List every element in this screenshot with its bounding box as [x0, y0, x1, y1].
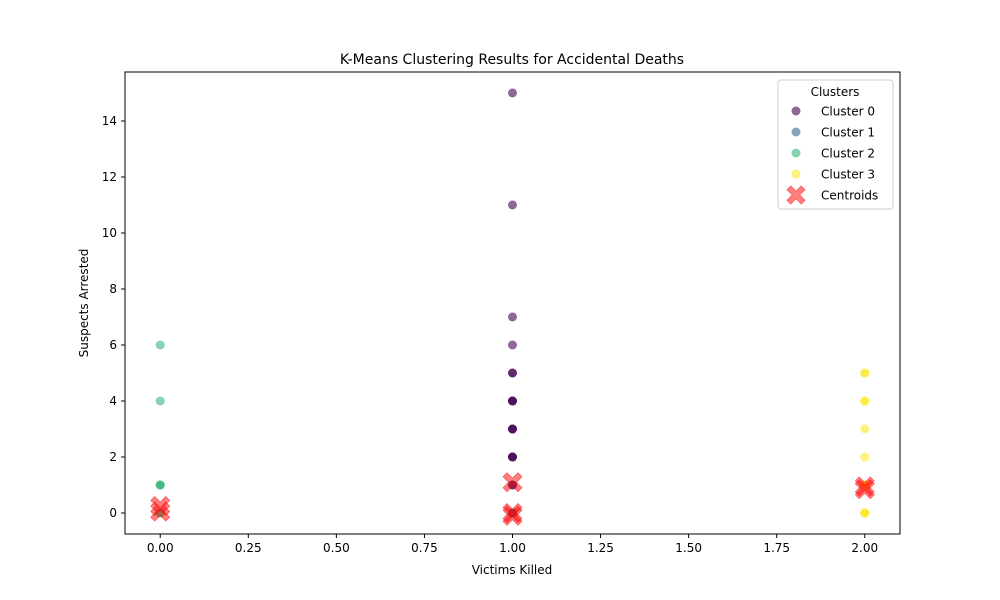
scatter-point-cluster-3: [860, 452, 870, 462]
legend-marker: [791, 169, 801, 179]
scatter-point-cluster-0: [508, 368, 517, 378]
y-axis-label: Suspects Arrested: [77, 249, 91, 358]
scatter-point-cluster-2: [155, 480, 165, 490]
y-tick-label: 6: [109, 338, 117, 352]
legend-label: Centroids: [821, 189, 878, 203]
y-tick-label: 2: [109, 450, 117, 464]
legend: Clusters Cluster 0 Cluster 1 Cluster 2 Clus…: [777, 79, 894, 210]
scatter-point-cluster-2: [155, 340, 165, 350]
centroid-marker: [502, 505, 523, 526]
legend-title: Clusters: [811, 85, 860, 99]
centroid-marker: [150, 501, 171, 522]
x-tick-label: 1.75: [763, 541, 790, 555]
y-tick-label: 10: [102, 226, 117, 240]
y-axis: 0 2 4 6 8 10 12 14: [102, 114, 125, 520]
scatter-point-cluster-0: [508, 452, 517, 462]
x-tick-label: 1.25: [587, 541, 614, 555]
y-tick-label: 0: [109, 506, 117, 520]
x-axis-label: Victims Killed: [472, 563, 553, 577]
scatter-point-cluster-0: [508, 396, 517, 406]
legend-box: [777, 79, 894, 210]
scatter-point-cluster-0: [508, 88, 517, 98]
scatter-point-cluster-0: [508, 424, 517, 434]
y-tick-label: 14: [102, 114, 117, 128]
x-tick-label: 0.75: [411, 541, 438, 555]
scatter-point-cluster-3: [860, 508, 870, 518]
x-tick-label: 0.25: [235, 541, 262, 555]
legend-label: Cluster 3: [821, 168, 875, 182]
x-tick-label: 1.50: [675, 541, 702, 555]
legend-label: Cluster 2: [821, 147, 875, 161]
plot-area: [150, 88, 875, 526]
legend-marker: [791, 106, 801, 116]
y-tick-label: 4: [109, 394, 117, 408]
centroid-marker: [854, 479, 875, 500]
legend-label: Cluster 0: [821, 105, 875, 119]
x-tick-label: 1.00: [499, 541, 526, 555]
scatter-point-cluster-0: [508, 340, 517, 350]
scatter-point-cluster-3: [860, 396, 870, 406]
x-axis: 0.00 0.25 0.50 0.75 1.00 1.25 1.50 1.75 2.00: [147, 534, 878, 555]
y-tick-label: 8: [109, 282, 117, 296]
chart-title: K-Means Clustering Results for Accidenta…: [340, 52, 684, 68]
x-tick-label: 2.00: [851, 541, 878, 555]
legend-marker: [791, 148, 801, 158]
scatter-point-cluster-0: [508, 200, 517, 210]
scatter-point-cluster-2: [155, 396, 165, 406]
y-tick-label: 12: [102, 170, 117, 184]
legend-label: Cluster 1: [821, 126, 875, 140]
legend-marker: [786, 185, 806, 205]
x-tick-label: 0.50: [323, 541, 350, 555]
scatter-point-cluster-3: [860, 424, 870, 434]
scatter-point-cluster-3: [860, 368, 870, 378]
x-tick-label: 0.00: [147, 541, 174, 555]
scatter-point-cluster-0: [508, 312, 517, 322]
legend-marker: [791, 127, 801, 137]
centroid-marker: [502, 472, 523, 493]
